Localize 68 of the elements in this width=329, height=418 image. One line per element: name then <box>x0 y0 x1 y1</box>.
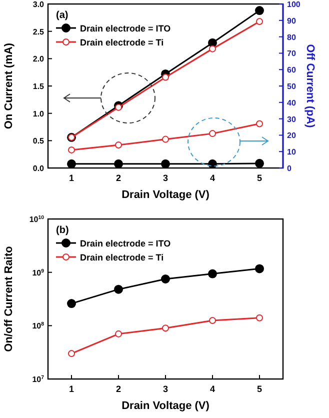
y-axis-title: On/off Current Raito <box>3 246 15 352</box>
x-tick-label: 1 <box>68 173 74 183</box>
legend-label: Drain electrode = ITO <box>80 24 171 34</box>
annotation: (a) <box>56 10 68 21</box>
y2-tick-label: 10 <box>287 148 296 157</box>
point <box>115 104 122 111</box>
annotation: (b) <box>56 225 69 236</box>
y-tick-label: 2.0 <box>32 54 45 64</box>
point <box>208 159 217 168</box>
y2-tick-label: 60 <box>287 66 296 75</box>
y2-tick-label: 40 <box>287 98 296 108</box>
y2-tick-label: 70 <box>287 49 296 58</box>
legend-label: Drain electrode = Ti <box>80 38 164 48</box>
y2-axis-title: Off Current (pA) <box>304 44 316 128</box>
y2-tick-label: 20 <box>287 131 296 140</box>
point <box>114 159 123 168</box>
point <box>114 284 123 294</box>
y2-tick-label: 100 <box>287 0 301 9</box>
x-tick-label: 5 <box>256 173 262 183</box>
y-tick-label: 1.5 <box>32 82 45 91</box>
y2-tick-label: 0 <box>287 164 292 173</box>
point <box>209 45 216 52</box>
point <box>115 330 122 338</box>
y2-tick-label: 90 <box>287 16 296 26</box>
x-tick-label: 4 <box>210 384 216 394</box>
x-axis-title: Drain Voltage (V) <box>122 400 210 412</box>
y-tick-label: 2.5 <box>32 27 45 36</box>
x-tick-label: 4 <box>210 173 216 183</box>
point <box>161 274 170 284</box>
x-tick-label: 1 <box>68 384 74 394</box>
point <box>255 264 264 274</box>
y-tick-label: 10$^{10}$ <box>29 215 44 224</box>
y2-tick-label: 80 <box>287 32 296 42</box>
point <box>68 146 75 154</box>
point <box>209 130 216 138</box>
point <box>256 314 263 322</box>
point <box>208 269 217 278</box>
legend-label: Drain electrode = ITO <box>80 238 171 248</box>
point <box>255 6 264 16</box>
x-tick-label: 3 <box>162 173 168 183</box>
point <box>256 120 263 128</box>
legend-label: Drain electrode = Ti <box>80 252 164 262</box>
point <box>162 324 169 332</box>
x-axis-title: Drain Voltage (V) <box>122 189 210 201</box>
y-tick-label: 0.0 <box>32 164 45 173</box>
y-axis-title: On Current (mA) <box>3 42 15 130</box>
point <box>162 74 169 81</box>
x-tick-label: 2 <box>116 173 122 183</box>
point <box>162 136 169 143</box>
y-tick-label: 0.5 <box>32 136 45 146</box>
point <box>68 350 75 358</box>
point <box>115 142 122 149</box>
y-tick-label: 10$^{9}$ <box>32 268 44 278</box>
x-tick-label: 2 <box>116 384 122 394</box>
y2-tick-label: 30 <box>287 114 296 124</box>
point <box>209 317 216 324</box>
y2-tick-label: 50 <box>287 82 296 91</box>
point <box>67 159 76 168</box>
x-tick-label: 5 <box>256 384 262 394</box>
point <box>256 18 263 25</box>
point <box>67 299 76 308</box>
y-tick-label: 10$^{7}$ <box>32 375 44 384</box>
point <box>161 159 170 168</box>
y-tick-label: 10$^{8}$ <box>32 322 44 331</box>
x-tick-label: 3 <box>162 384 168 394</box>
point <box>255 158 264 168</box>
y-tick-label: 3.0 <box>32 0 45 9</box>
y-tick-label: 1.0 <box>32 109 45 118</box>
